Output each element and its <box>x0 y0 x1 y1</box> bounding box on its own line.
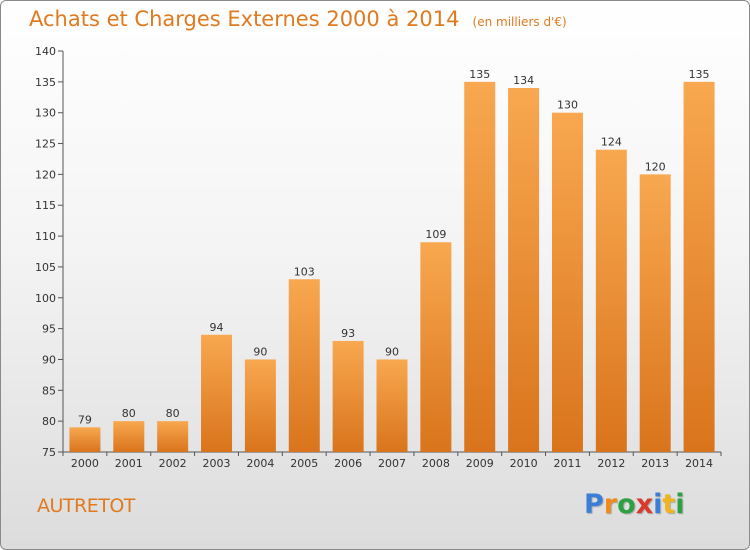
chart-title: Achats et Charges Externes 2000 à 2014 <box>29 7 460 31</box>
bar-2005 <box>288 279 320 452</box>
y-tick-label: 80 <box>42 415 56 428</box>
x-tick-label: 2000 <box>71 457 99 470</box>
y-tick-label: 120 <box>35 168 56 181</box>
y-tick-label: 105 <box>35 261 56 274</box>
y-tick-label: 75 <box>42 446 56 459</box>
x-tick-label: 2005 <box>290 457 318 470</box>
labels: 2000 79 2001 80 2002 80 2003 94 2004 90 2005 103 200… <box>71 68 713 470</box>
data-label: 103 <box>294 265 315 278</box>
y-tick-label: 110 <box>35 230 56 243</box>
proxiti-logo: Proxiti <box>584 489 685 520</box>
data-label: 90 <box>253 345 267 358</box>
y-tick-label: 100 <box>35 292 56 305</box>
data-label: 134 <box>513 74 534 87</box>
bar-2001 <box>113 421 145 452</box>
data-label: 80 <box>122 407 136 420</box>
logo-letter: x <box>635 489 654 520</box>
bar-2013 <box>639 174 671 452</box>
data-label: 124 <box>601 136 622 149</box>
bars <box>69 81 715 452</box>
y-tick-label: 95 <box>42 323 56 336</box>
x-tick-label: 2003 <box>203 457 231 470</box>
y-tick-label: 90 <box>42 353 56 366</box>
x-tick-label: 2001 <box>115 457 143 470</box>
x-tick-label: 2007 <box>378 457 406 470</box>
bar-2008 <box>420 242 452 452</box>
bar-2010 <box>508 88 540 452</box>
y-tick-label: 115 <box>35 199 56 212</box>
bar-2004 <box>244 359 276 452</box>
data-label: 120 <box>645 160 666 173</box>
x-tick-label: 2013 <box>641 457 669 470</box>
axes: 75 80 85 90 95 100 105 110 115 120 125 130 135 140 <box>35 45 722 459</box>
y-tick-label: 135 <box>35 76 56 89</box>
data-label: 130 <box>557 99 578 112</box>
x-tick-label: 2012 <box>597 457 625 470</box>
data-label: 93 <box>341 327 355 340</box>
title-row: Achats et Charges Externes 2000 à 2014 (… <box>29 7 567 31</box>
data-label: 79 <box>78 413 92 426</box>
data-label: 94 <box>210 321 224 334</box>
logo-letter: o <box>617 489 636 520</box>
bar-2009 <box>464 81 496 452</box>
logo-letter: t <box>662 489 676 520</box>
x-tick-label: 2008 <box>422 457 450 470</box>
x-tick-label: 2006 <box>334 457 362 470</box>
data-label: 135 <box>689 68 710 81</box>
logo-letter: i <box>675 489 685 520</box>
logo-letter: P <box>584 489 604 520</box>
data-label: 80 <box>166 407 180 420</box>
x-tick-label: 2002 <box>159 457 187 470</box>
data-label: 135 <box>469 68 490 81</box>
y-tick-label: 140 <box>35 45 56 58</box>
x-tick-label: 2004 <box>246 457 274 470</box>
y-tick-label: 125 <box>35 138 56 151</box>
bar-2002 <box>157 421 189 452</box>
place-name: AUTRETOT <box>37 495 135 517</box>
data-label: 109 <box>425 228 446 241</box>
logo-letter: i <box>653 489 663 520</box>
y-tick-label: 130 <box>35 107 56 120</box>
bar-2007 <box>376 359 408 452</box>
logo-letter: r <box>603 489 618 520</box>
bar-2014 <box>683 81 715 452</box>
y-tick-label: 85 <box>42 384 56 397</box>
x-tick-label: 2010 <box>510 457 538 470</box>
bar-2000 <box>69 427 101 452</box>
bar-2012 <box>595 149 627 452</box>
x-tick-label: 2014 <box>685 457 713 470</box>
x-tick-label: 2011 <box>553 457 581 470</box>
x-tick-label: 2009 <box>466 457 494 470</box>
data-label: 90 <box>385 345 399 358</box>
bar-2003 <box>201 334 233 452</box>
chart-subtitle: (en milliers d'€) <box>472 15 567 29</box>
bar-2011 <box>551 112 583 452</box>
bar-2006 <box>332 340 364 452</box>
